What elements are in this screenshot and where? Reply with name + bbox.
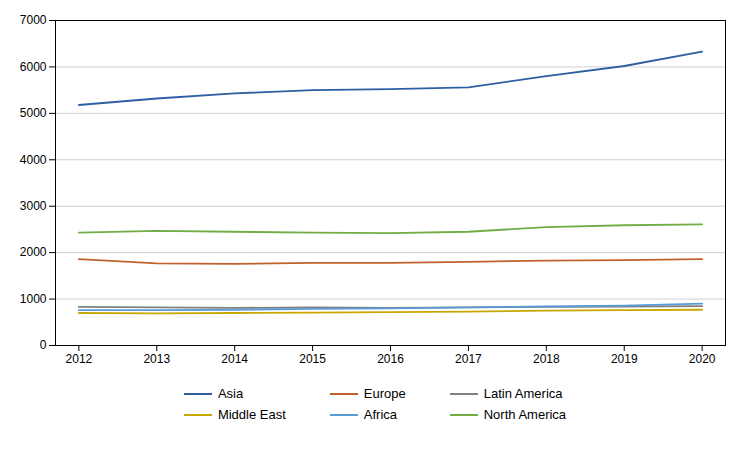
svg-text:2000: 2000: [20, 245, 47, 259]
svg-text:2012: 2012: [66, 352, 93, 366]
svg-text:2018: 2018: [533, 352, 560, 366]
html-text:Europe: Europe: [363, 386, 406, 401]
svg-text:5000: 5000: [20, 106, 47, 120]
html-text:Middle East: Middle East: [217, 407, 286, 422]
svg-text:6000: 6000: [20, 60, 47, 74]
svg-text:1000: 1000: [20, 292, 47, 306]
svg-text:7000: 7000: [20, 13, 47, 27]
html-text:North America: North America: [483, 407, 567, 422]
svg-text:3000: 3000: [20, 199, 47, 213]
svg-text:2015: 2015: [299, 352, 326, 366]
svg-text:2016: 2016: [377, 352, 404, 366]
svg-text:2019: 2019: [611, 352, 638, 366]
svg-text:2013: 2013: [143, 352, 170, 366]
svg-text:4000: 4000: [20, 153, 47, 167]
html-text:Latin America: Latin America: [483, 386, 563, 401]
svg-text:2017: 2017: [455, 352, 482, 366]
html-text:Asia: Asia: [217, 386, 244, 401]
svg-text:0: 0: [40, 338, 47, 352]
svg-text:2014: 2014: [221, 352, 248, 366]
svg-text:2020: 2020: [689, 352, 716, 366]
html-text:Africa: Africa: [363, 407, 397, 422]
